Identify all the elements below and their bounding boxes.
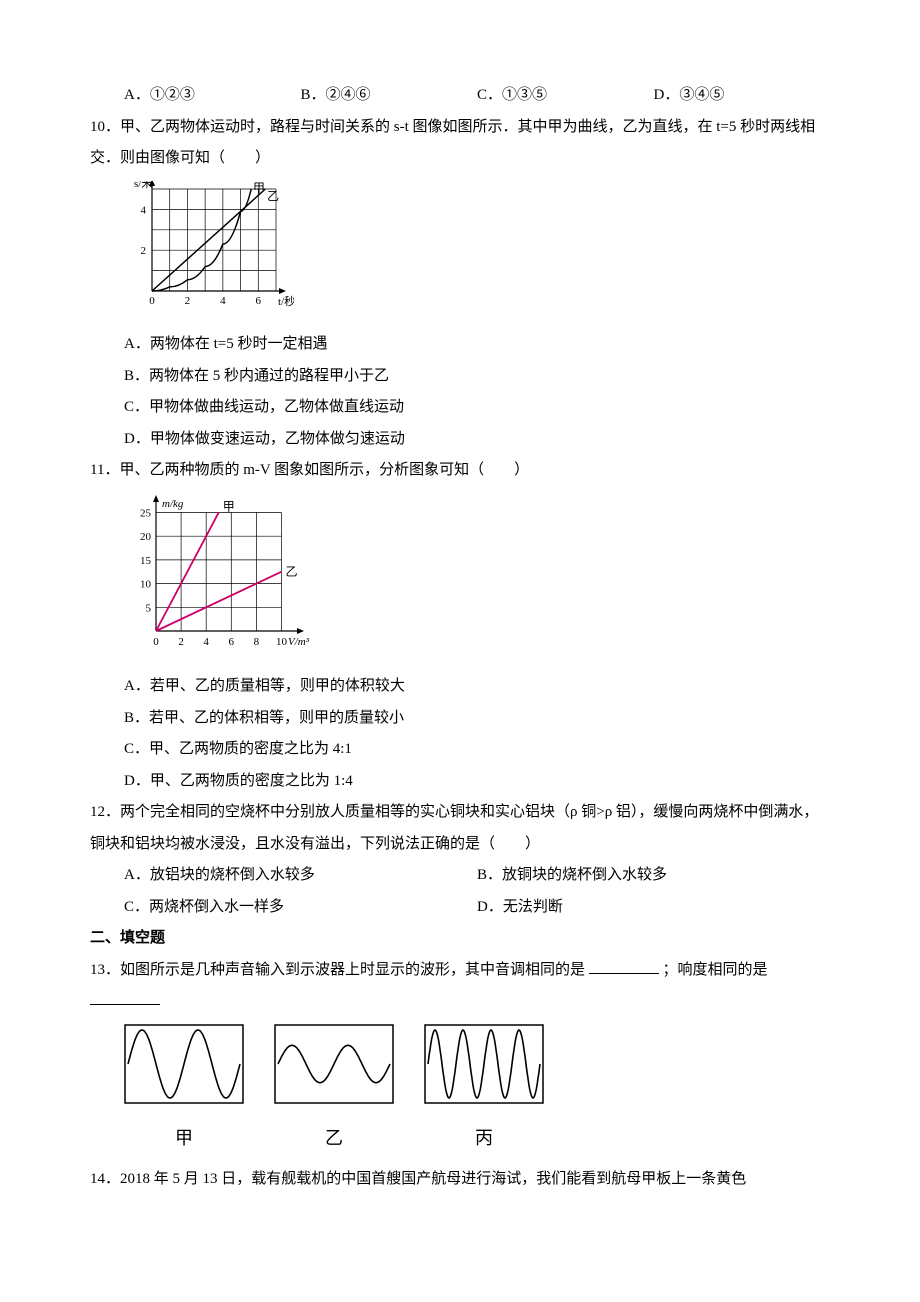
q10-stem: 10．甲、乙两物体运动时，路程与时间关系的 s-t 图像如图所示．其中甲为曲线，…: [90, 112, 830, 175]
q13-stem-a: 13．如图所示是几种声音输入到示波器上时显示的波形，其中音调相同的是: [90, 962, 589, 978]
wave-yi: 乙: [274, 1024, 394, 1158]
q10-option-a: A．两物体在 t=5 秒时一定相遇: [90, 329, 830, 361]
svg-text:8: 8: [254, 636, 260, 648]
svg-text:V/m³: V/m³: [288, 636, 310, 648]
svg-text:4: 4: [220, 295, 226, 307]
q10-option-b: B．两物体在 5 秒内通过的路程甲小于乙: [90, 361, 830, 393]
svg-text:2: 2: [141, 245, 147, 257]
q12-row2: C．两烧杯倒入水一样多 D．无法判断: [90, 892, 830, 924]
svg-text:10: 10: [276, 636, 288, 648]
wave-bing: 丙: [424, 1024, 544, 1158]
wave-label-yi: 乙: [274, 1120, 394, 1158]
q12-row1: A．放铝块的烧杯倒入水较多 B．放铜块的烧杯倒入水较多: [90, 860, 830, 892]
q13-waves: 甲 乙 丙: [124, 1024, 830, 1158]
section-2-heading: 二、填空题: [90, 923, 830, 955]
svg-text:s/米: s/米: [134, 181, 152, 190]
svg-text:6: 6: [229, 636, 235, 648]
q13-stem-b: ；响度相同的是: [659, 962, 768, 978]
svg-text:20: 20: [140, 531, 152, 543]
q12-option-b: B．放铜块的烧杯倒入水较多: [477, 860, 830, 892]
q13-stem: 13．如图所示是几种声音输入到示波器上时显示的波形，其中音调相同的是 ；响度相同…: [90, 955, 830, 1018]
svg-text:15: 15: [140, 554, 152, 566]
svg-text:0: 0: [149, 295, 155, 307]
q11-option-a: A．若甲、乙的质量相等，则甲的体积较大: [90, 671, 830, 703]
svg-text:10: 10: [140, 578, 152, 590]
svg-text:5: 5: [146, 602, 152, 614]
q12-option-a: A．放铝块的烧杯倒入水较多: [124, 860, 477, 892]
q9-option-c: C．①③⑤: [477, 80, 654, 112]
svg-text:4: 4: [203, 636, 209, 648]
q11-option-b: B．若甲、乙的体积相等，则甲的质量较小: [90, 703, 830, 735]
svg-text:2: 2: [178, 636, 184, 648]
q13-blank-2[interactable]: [90, 989, 160, 1006]
q10-option-c: C．甲物体做曲线运动，乙物体做直线运动: [90, 392, 830, 424]
q10-chart: 0 2 4 6 2 4 t/秒 s/米 甲乙: [124, 181, 830, 324]
svg-text:乙: 乙: [285, 564, 297, 578]
svg-text:乙: 乙: [267, 189, 279, 203]
q9-option-d: D．③④⑤: [654, 80, 831, 112]
q11-option-d: D．甲、乙两物质的密度之比为 1:4: [90, 766, 830, 798]
q9-option-a: A．①②③: [124, 80, 301, 112]
q12-option-d: D．无法判断: [477, 892, 830, 924]
q12-option-c: C．两烧杯倒入水一样多: [124, 892, 477, 924]
svg-text:m/kg: m/kg: [162, 498, 184, 510]
wave-label-bing: 丙: [424, 1120, 544, 1158]
wave-jia: 甲: [124, 1024, 244, 1158]
wave-label-jia: 甲: [124, 1120, 244, 1158]
q9-options: A．①②③ B．②④⑥ C．①③⑤ D．③④⑤: [90, 80, 830, 112]
svg-text:甲: 甲: [253, 181, 265, 195]
q11-chart: 0 2 4 6 8 10 5 10 15 20 25 V/m³ m/kg 甲乙: [124, 493, 830, 666]
q13-blank-1[interactable]: [589, 957, 659, 974]
svg-text:t/秒: t/秒: [278, 294, 294, 308]
svg-text:6: 6: [256, 295, 262, 307]
svg-text:25: 25: [140, 507, 152, 519]
svg-text:甲: 甲: [223, 499, 235, 513]
q11-stem: 11．甲、乙两种物质的 m-V 图象如图所示，分析图象可知（ ）: [90, 455, 830, 487]
q14-stem: 14．2018 年 5 月 13 日，载有舰载机的中国首艘国产航母进行海试，我们…: [90, 1164, 830, 1196]
svg-text:2: 2: [185, 295, 191, 307]
svg-text:0: 0: [153, 636, 159, 648]
q10-option-d: D．甲物体做变速运动，乙物体做匀速运动: [90, 424, 830, 456]
q12-stem: 12．两个完全相同的空烧杯中分别放人质量相等的实心铜块和实心铝块（ρ 铜>ρ 铝…: [90, 797, 830, 860]
svg-text:4: 4: [141, 204, 147, 216]
q11-option-c: C．甲、乙两物质的密度之比为 4:1: [90, 734, 830, 766]
q9-option-b: B．②④⑥: [301, 80, 478, 112]
